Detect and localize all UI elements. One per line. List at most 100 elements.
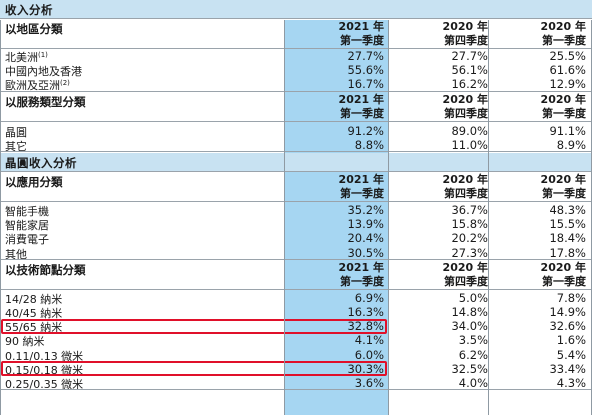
region-row-value: 12.9% — [549, 77, 586, 92]
technology-row-label: 55/65 納米 — [5, 319, 62, 335]
application-row-value: 13.9% — [347, 217, 384, 232]
technology-row-label: 14/28 納米 — [5, 291, 62, 307]
application-row-value: 20.2% — [451, 231, 488, 246]
technology-row-value: 34.0% — [451, 319, 488, 334]
service-row-value: 91.1% — [549, 123, 586, 138]
technology-row: 0.25/0.35 微米 3.6% 4.0% 4.3% — [0, 375, 592, 392]
period-quarter: 第四季度 — [444, 274, 488, 288]
technology-row-value: 5.0% — [458, 290, 488, 305]
period-header: 2021 年第一季度 — [284, 173, 384, 201]
application-row-value: 30.5% — [347, 245, 384, 260]
column-divider — [488, 20, 489, 415]
period-year: 2020 年 — [442, 260, 488, 274]
application-subheader-label: 以應用分類 — [5, 175, 63, 189]
technology-subheader-label: 以技術節點分類 — [5, 262, 86, 277]
row-label-text: 智能家居 — [5, 219, 49, 233]
period-header: 2021 年第一季度 — [284, 93, 384, 121]
period-quarter: 第一季度 — [542, 106, 586, 120]
row-divider — [0, 18, 592, 19]
period-quarter: 第一季度 — [542, 274, 586, 288]
region-row-value: 27.7% — [347, 49, 384, 63]
period-quarter: 第四季度 — [444, 187, 488, 200]
service-row-label: 晶圓 — [5, 124, 27, 140]
service-subheader: 以服務類型分類 2021 年第一季度 2020 年第四季度 2020 年第一季度 — [0, 91, 592, 121]
technology-row-value: 3.5% — [458, 333, 488, 348]
region-row-label: 北美洲(1) — [5, 49, 48, 65]
region-row-value: 16.7% — [347, 77, 384, 92]
period-year: 2020 年 — [442, 20, 488, 33]
column-divider — [284, 20, 285, 415]
row-label-text: 其它 — [5, 139, 27, 153]
technology-row-label: 90 納米 — [5, 333, 45, 349]
application-row: 智能手機 35.2% 36.7% 48.3% — [0, 202, 592, 218]
technology-row-value: 32.6% — [549, 319, 586, 334]
period-year: 2020 年 — [540, 92, 586, 106]
service-row: 晶圓 91.2% 89.0% 91.1% — [0, 123, 592, 140]
period-year: 2020 年 — [540, 173, 586, 186]
application-row-value: 27.3% — [451, 245, 488, 260]
row-label-text: 智能手機 — [5, 205, 49, 218]
period-header: 2020 年第一季度 — [488, 173, 586, 201]
region-row-value: 27.7% — [451, 49, 488, 63]
row-divider — [0, 201, 592, 202]
period-quarter: 第四季度 — [444, 106, 488, 120]
period-header: 2020 年第四季度 — [388, 20, 488, 48]
technology-row-value: 6.9% — [354, 290, 384, 305]
period-quarter: 第一季度 — [340, 34, 384, 47]
section-revenue-analysis-title: 收入分析 — [5, 3, 53, 17]
region-row: 歐洲及亞洲(2) 16.7% 16.2% 12.9% — [0, 76, 592, 93]
region-row-value: 16.2% — [451, 77, 488, 92]
period-year: 2021 年 — [338, 260, 384, 274]
application-row-value: 17.8% — [549, 245, 586, 260]
period-header: 2020 年第四季度 — [388, 93, 488, 121]
application-row: 消費電子 20.4% 20.2% 18.4% — [0, 230, 592, 246]
region-row-value: 56.1% — [451, 63, 488, 78]
application-row-value: 36.7% — [451, 203, 488, 217]
technology-row-value: 5.4% — [556, 347, 586, 362]
row-label-text: 其他 — [5, 247, 27, 261]
technology-row: 90 納米 4.1% 3.5% 1.6% — [0, 332, 592, 349]
service-row-value: 8.9% — [556, 137, 586, 152]
period-quarter: 第一季度 — [542, 34, 586, 47]
row-divider — [0, 258, 592, 260]
row-label-text: 14/28 納米 — [5, 292, 63, 306]
technology-row-value: 33.4% — [549, 361, 586, 376]
table-left-border — [0, 20, 1, 415]
application-row-value: 20.4% — [347, 231, 384, 246]
technology-subheader: 以技術節點分類 2021 年第一季度 2020 年第四季度 2020 年第一季度 — [0, 259, 592, 289]
row-label-text: 北美洲 — [5, 51, 38, 64]
region-subheader-label: 以地區分類 — [5, 22, 63, 36]
row-label-text: 0.25/0.35 微米 — [5, 378, 84, 391]
technology-row-value: 4.3% — [556, 376, 586, 390]
column-divider — [388, 20, 389, 415]
period-year: 2021 年 — [338, 92, 384, 106]
row-divider — [0, 120, 592, 122]
technology-row: 14/28 納米 6.9% 5.0% 7.8% — [0, 290, 592, 307]
technology-row-value: 4.1% — [354, 333, 384, 348]
period-year: 2021 年 — [338, 173, 384, 186]
technology-row-value: 4.0% — [458, 376, 488, 390]
technology-row-value: 16.3% — [347, 305, 384, 319]
highlight-box — [1, 361, 387, 377]
service-row-value: 8.8% — [354, 137, 384, 152]
technology-row-value: 32.5% — [451, 361, 488, 376]
technology-row-label: 0.25/0.35 微米 — [5, 376, 83, 392]
region-row-label: 歐洲及亞洲(2) — [5, 77, 70, 93]
row-label-text: 55/65 納米 — [5, 321, 63, 335]
row-divider — [0, 90, 592, 92]
section-revenue-analysis: 收入分析 — [0, 0, 592, 18]
application-row-label: 智能家居 — [5, 217, 49, 233]
technology-row: 40/45 納米 16.3% 14.8% 14.9% — [0, 304, 592, 320]
row-divider — [0, 389, 592, 391]
row-label-text: 0.15/0.18 微米 — [5, 363, 84, 377]
technology-row-value: 6.0% — [354, 347, 384, 362]
technology-row-value: 6.2% — [458, 347, 488, 362]
service-row-value: 89.0% — [451, 123, 488, 138]
period-year: 2020 年 — [442, 92, 488, 106]
technology-row: 0.11/0.13 微米 6.0% 6.2% 5.4% — [0, 347, 592, 363]
technology-row: 55/65 納米 32.8% 34.0% 32.6% — [0, 318, 592, 335]
application-row: 其他 30.5% 27.3% 17.8% — [0, 245, 592, 262]
period-quarter: 第一季度 — [340, 106, 384, 120]
footnote-marker: (1) — [38, 51, 48, 59]
application-row-label: 其他 — [5, 246, 27, 262]
